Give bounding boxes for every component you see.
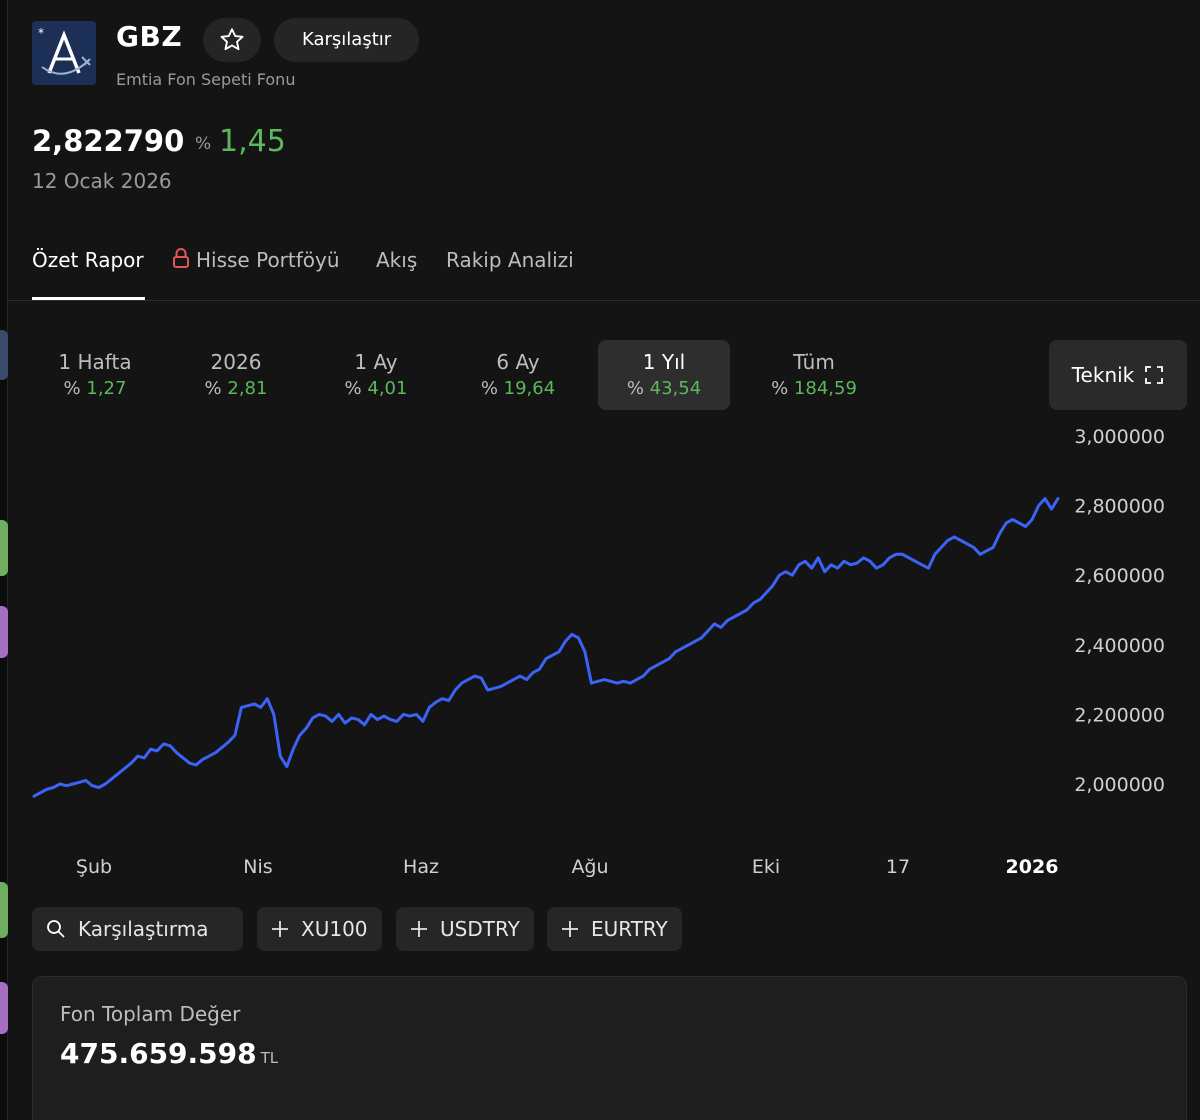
- favorite-button[interactable]: [203, 18, 261, 62]
- tab-label: Rakip Analizi: [446, 248, 574, 272]
- period-1-ay[interactable]: 1 Ay % 4,01: [310, 340, 442, 410]
- tab-ozet-rapor[interactable]: Özet Rapor: [32, 244, 145, 300]
- teknik-button[interactable]: Teknik: [1049, 340, 1187, 410]
- add-xu100-chip[interactable]: XU100: [257, 907, 382, 951]
- period-value: 43,54: [649, 378, 702, 399]
- period-label: Tüm: [793, 350, 835, 374]
- x-tick-label: Ağu: [571, 856, 608, 878]
- fund-price: 2,822790: [32, 124, 185, 158]
- period-change: % 1,27: [29, 378, 161, 399]
- plus-icon: [562, 921, 578, 937]
- fund-logo: *: [32, 21, 96, 85]
- edge-tab-4[interactable]: [0, 882, 8, 938]
- price-date: 12 Ocak 2026: [32, 169, 172, 193]
- period-percent-sign: %: [626, 378, 644, 399]
- price-chart[interactable]: 3,000000 2,800000 2,600000 2,400000 2,200000…: [0, 420, 1200, 890]
- tabs-divider: [8, 300, 1200, 301]
- period-change: % 184,59: [748, 378, 880, 399]
- period-tum[interactable]: Tüm % 184,59: [748, 340, 880, 410]
- period-change: % 19,64: [452, 378, 584, 399]
- period-change: % 43,54: [598, 378, 730, 399]
- y-axis-labels: 3,000000 2,800000 2,600000 2,400000 2,200000…: [1074, 426, 1165, 796]
- period-percent-sign: %: [771, 378, 789, 399]
- card-value: 475.659.598: [60, 1037, 257, 1070]
- fund-header: * GBZ Karşılaştır Emtia Fon Sepeti Fonu: [32, 18, 732, 89]
- fund-name: Emtia Fon Sepeti Fonu: [116, 70, 296, 89]
- period-value: 19,64: [503, 378, 556, 399]
- card-value-row: 475.659.598 TL: [60, 1037, 278, 1070]
- period-percent-sign: %: [480, 378, 498, 399]
- plus-icon: [272, 921, 288, 937]
- tab-akis[interactable]: Akış: [376, 244, 417, 300]
- period-percent-sign: %: [63, 378, 81, 399]
- period-1-yil[interactable]: 1 Yıl % 43,54: [598, 340, 730, 410]
- x-axis-labels: Şub Nis Haz Ağu Eki 17 2026: [76, 856, 1059, 878]
- x-tick-label: Eki: [752, 856, 780, 878]
- y-tick-label: 3,000000: [1074, 426, 1165, 448]
- y-tick-label: 2,200000: [1074, 704, 1165, 726]
- tab-hisse-portfoyu[interactable]: Hisse Portföyü: [172, 244, 340, 300]
- x-tick-label: Nis: [243, 856, 272, 878]
- card-unit: TL: [260, 1049, 279, 1067]
- chip-label: USDTRY: [440, 917, 520, 941]
- svg-text:*: *: [38, 26, 44, 40]
- fund-ticker: GBZ: [116, 20, 183, 53]
- period-change: % 2,81: [170, 378, 302, 399]
- period-label: 1 Yıl: [642, 350, 686, 374]
- chip-label: Karşılaştırma: [78, 917, 209, 941]
- add-eurtry-chip[interactable]: EURTRY: [547, 907, 682, 951]
- edge-tab-5[interactable]: [0, 982, 8, 1034]
- period-label: 1 Ay: [354, 350, 398, 374]
- report-tabs: Özet Rapor Hisse Portföyü Akış Rakip Ana…: [32, 244, 732, 300]
- x-tick-label: 2026: [1006, 856, 1059, 878]
- teknik-label: Teknik: [1071, 363, 1135, 387]
- compare-chips: Karşılaştırma XU100 USDTRY EURTRY: [32, 907, 932, 951]
- tab-label: Akış: [376, 248, 418, 272]
- price-line: [32, 497, 1060, 798]
- period-change: % 4,01: [310, 378, 442, 399]
- card-title: Fon Toplam Değer: [60, 1002, 241, 1026]
- x-tick-label: Haz: [403, 856, 439, 878]
- star-icon: [220, 28, 244, 51]
- edge-tab-1[interactable]: [0, 330, 8, 380]
- y-tick-label: 2,400000: [1074, 635, 1165, 657]
- y-tick-label: 2,000000: [1074, 774, 1165, 796]
- x-tick-label: 17: [886, 856, 910, 878]
- period-label: 1 Hafta: [58, 350, 132, 374]
- add-usdtry-chip[interactable]: USDTRY: [396, 907, 534, 951]
- period-label: 2026: [210, 350, 262, 374]
- change-percent-sign: %: [195, 134, 212, 154]
- y-tick-label: 2,600000: [1074, 565, 1165, 587]
- search-icon: [47, 920, 65, 938]
- lock-icon: [172, 246, 190, 278]
- y-tick-label: 2,800000: [1074, 496, 1165, 518]
- tab-rakip-analizi[interactable]: Rakip Analizi: [446, 244, 574, 300]
- left-edge-panel: [0, 0, 8, 1120]
- edge-tab-3[interactable]: [0, 606, 8, 658]
- period-value: 2,81: [227, 378, 268, 399]
- active-tab-underline: [32, 297, 145, 300]
- fullscreen-icon: [1145, 366, 1164, 384]
- period-label: 6 Ay: [496, 350, 540, 374]
- edge-tab-2[interactable]: [0, 520, 8, 576]
- tab-label: Özet Rapor: [32, 248, 144, 272]
- period-value: 4,01: [367, 378, 408, 399]
- compare-search-chip[interactable]: Karşılaştırma: [32, 907, 243, 951]
- period-1-hafta[interactable]: 1 Hafta % 1,27: [29, 340, 161, 410]
- period-value: 1,27: [86, 378, 127, 399]
- period-percent-sign: %: [344, 378, 362, 399]
- fund-change: 1,45: [219, 124, 286, 159]
- chip-label: EURTRY: [591, 917, 668, 941]
- tab-label: Hisse Portföyü: [196, 248, 340, 272]
- plus-icon: [411, 921, 427, 937]
- x-tick-label: Şub: [76, 856, 112, 878]
- period-6-ay[interactable]: 6 Ay % 19,64: [452, 340, 584, 410]
- period-percent-sign: %: [204, 378, 222, 399]
- period-value: 184,59: [793, 378, 857, 399]
- compare-button[interactable]: Karşılaştır: [274, 18, 420, 62]
- chip-label: XU100: [301, 917, 368, 941]
- period-2026[interactable]: 2026 % 2,81: [170, 340, 302, 410]
- fund-total-value-card: Fon Toplam Değer 475.659.598 TL: [32, 976, 1187, 1120]
